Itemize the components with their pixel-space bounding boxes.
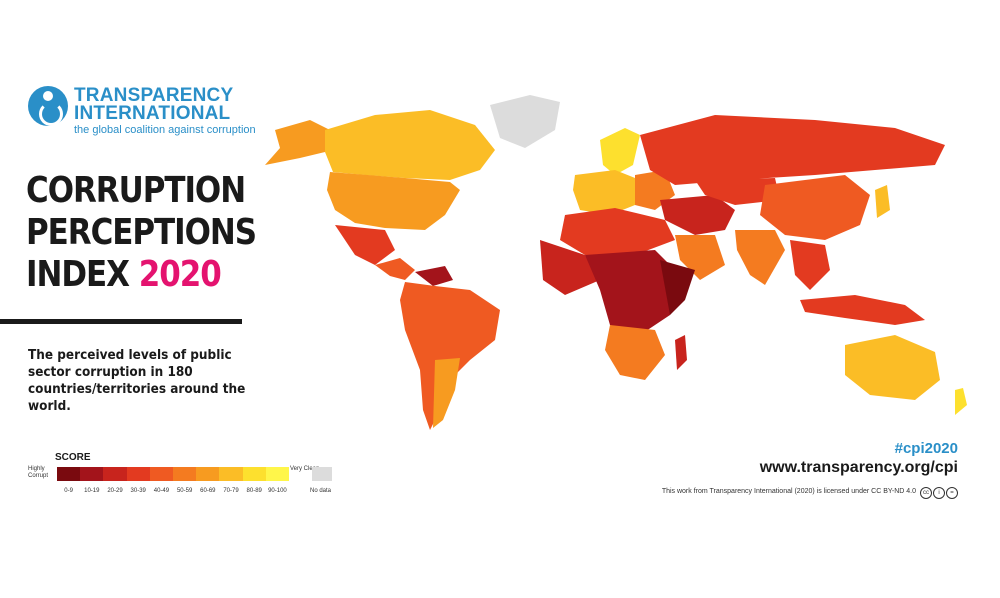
logo-text-international: INTERNATIONAL bbox=[74, 103, 231, 124]
map-russia bbox=[640, 115, 945, 185]
legend-no-data-swatch bbox=[312, 467, 332, 481]
map-venezuela bbox=[415, 266, 453, 286]
legend-range-label: 40-49 bbox=[153, 488, 170, 494]
title-year: 2020 bbox=[138, 254, 222, 295]
map-west-africa bbox=[540, 240, 600, 295]
map-australia bbox=[845, 335, 940, 400]
legend-range-label: 30-39 bbox=[130, 488, 146, 494]
title-line-1: CORRUPTION bbox=[26, 170, 246, 211]
map-central-america bbox=[375, 258, 415, 280]
hashtag[interactable]: #cpi2020 bbox=[894, 440, 958, 457]
legend-range-label: 60-69 bbox=[200, 488, 216, 494]
legend-swatch bbox=[173, 467, 197, 481]
legend-swatch bbox=[196, 467, 220, 481]
legend-swatch bbox=[103, 467, 127, 481]
map-southeast-asia bbox=[790, 240, 830, 290]
legend-range-label: 50-59 bbox=[176, 488, 193, 494]
legend-swatch bbox=[80, 467, 104, 481]
map-east-africa bbox=[660, 260, 695, 315]
legend-title: SCORE bbox=[55, 452, 91, 463]
map-central-africa bbox=[585, 250, 680, 335]
legend-range-labels: 0-9 10-19 20-29 30-39 40-49 50-59 60-69 70-79 80… bbox=[57, 488, 289, 494]
title-index: INDEX bbox=[26, 254, 130, 295]
score-legend: SCORE Highly Corrupt Very Clean 0-9 10-19… bbox=[28, 452, 348, 502]
ti-logo-icon bbox=[28, 86, 68, 126]
map-madagascar bbox=[675, 335, 687, 370]
map-alaska bbox=[265, 120, 330, 165]
map-indonesia bbox=[800, 295, 925, 325]
license-text: This work from Transparency Internationa… bbox=[661, 488, 916, 495]
map-japan bbox=[875, 185, 890, 218]
title-divider bbox=[0, 319, 242, 324]
map-usa bbox=[327, 172, 460, 230]
legend-range-label: 20-29 bbox=[107, 488, 123, 494]
map-southern-africa bbox=[605, 325, 665, 380]
legend-high-label: Very Clean bbox=[290, 466, 320, 472]
logo-tagline: the global coalition against corruption bbox=[74, 124, 256, 136]
map-arabia bbox=[675, 235, 725, 280]
title-line-2: PERCEPTIONS bbox=[26, 212, 257, 253]
legend-range-label: 90-100 bbox=[268, 488, 287, 494]
map-turkey-iran bbox=[660, 195, 735, 235]
map-north-africa bbox=[560, 208, 675, 255]
map-china bbox=[760, 175, 870, 240]
subtitle: The perceived levels of public sector co… bbox=[28, 348, 246, 414]
legend-swatch bbox=[57, 467, 81, 481]
legend-swatch bbox=[126, 467, 150, 481]
legend-range-label: 0-9 bbox=[64, 488, 73, 494]
page-title: CORRUPTION PERCEPTIONS INDEX 2020 bbox=[26, 170, 257, 296]
map-south-america bbox=[400, 282, 500, 430]
map-new-zealand bbox=[955, 388, 967, 415]
map-mexico bbox=[335, 225, 395, 265]
map-southern-cone bbox=[433, 358, 460, 428]
legend-range-label: 70-79 bbox=[223, 488, 239, 494]
title-line-3: INDEX 2020 bbox=[26, 254, 224, 296]
legend-swatch bbox=[265, 467, 290, 481]
map-canada bbox=[325, 110, 495, 180]
ti-logo: TRANSPARENCY INTERNATIONAL the global co… bbox=[28, 84, 258, 140]
logo-text-transparency: TRANSPARENCY bbox=[74, 85, 234, 106]
world-map bbox=[265, 95, 967, 430]
map-scandinavia bbox=[600, 128, 640, 175]
cc-by-icon: i bbox=[933, 487, 945, 499]
legend-swatches bbox=[57, 467, 290, 481]
map-india bbox=[735, 230, 785, 285]
legend-swatch bbox=[149, 467, 174, 481]
website-link[interactable]: www.transparency.org/cpi bbox=[759, 459, 958, 476]
legend-swatch bbox=[242, 467, 266, 481]
map-western-europe bbox=[573, 170, 640, 215]
legend-low-label: Highly Corrupt bbox=[28, 466, 49, 479]
map-central-asia bbox=[695, 178, 780, 205]
legend-range-label: 10-19 bbox=[84, 488, 100, 494]
legend-range-label: 80-89 bbox=[246, 488, 262, 494]
map-greenland bbox=[490, 95, 560, 148]
cc-nd-icon: = bbox=[946, 487, 958, 499]
legend-swatch bbox=[219, 467, 243, 481]
cc-icon: cc bbox=[920, 487, 932, 499]
legend-no-data-label: No data bbox=[310, 488, 332, 494]
